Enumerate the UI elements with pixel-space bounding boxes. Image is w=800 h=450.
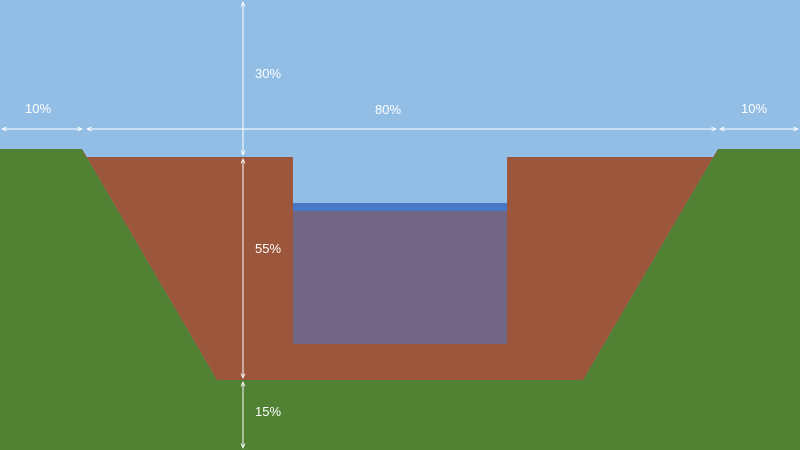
ground-bottom bbox=[217, 380, 583, 450]
water-surface bbox=[293, 203, 507, 211]
left-margin-label: 10% bbox=[25, 101, 52, 116]
middle-height-label: 55% bbox=[255, 241, 282, 256]
right-margin-label: 10% bbox=[741, 101, 768, 116]
center-width-label: 80% bbox=[375, 102, 402, 117]
ground-right bbox=[217, 149, 800, 450]
ground-left bbox=[0, 149, 243, 450]
bottom-height-label: 15% bbox=[255, 404, 282, 419]
top-height-label: 30% bbox=[255, 66, 282, 81]
water-body bbox=[293, 210, 507, 344]
